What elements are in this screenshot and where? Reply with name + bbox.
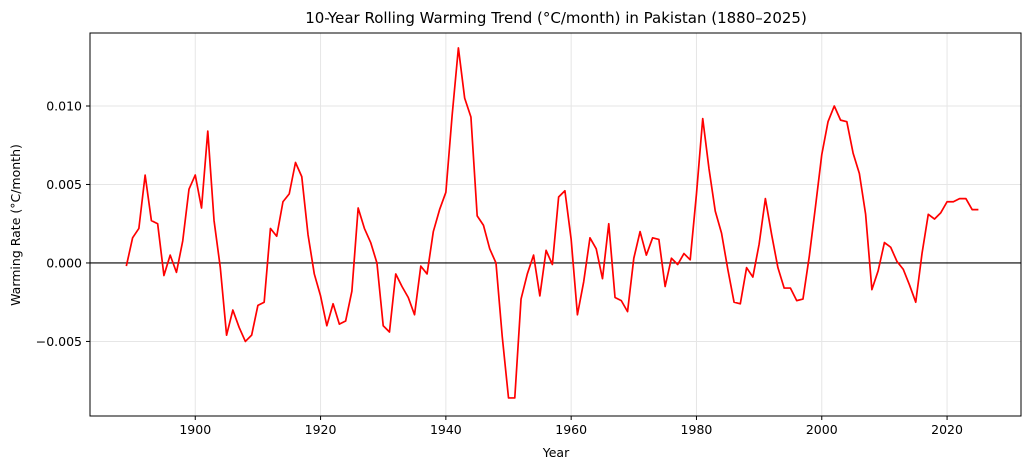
y-tick-label: 0.005 (46, 177, 82, 192)
series-layer (125, 47, 979, 399)
x-tick-label: 2000 (806, 422, 838, 437)
warming-rate-line (125, 47, 979, 399)
x-tick-label: 1980 (681, 422, 713, 437)
y-tick-label: 0.000 (46, 255, 82, 270)
y-tick-label: −0.005 (36, 334, 82, 349)
plot-area-frame (89, 32, 1022, 417)
x-tick-label: 1920 (305, 422, 337, 437)
x-tick-label: 1960 (555, 422, 587, 437)
y-tick-label: 0.010 (46, 98, 82, 113)
x-axis-title: Year (542, 445, 570, 460)
x-tick-label: 1900 (179, 422, 211, 437)
x-axis: 1900 1920 1940 1960 1980 2000 2020 (179, 416, 963, 437)
y-axis: −0.005 0.000 0.005 0.010 (36, 98, 90, 349)
chart-title: 10-Year Rolling Warming Trend (°C/month)… (305, 9, 807, 27)
x-tick-label: 2020 (931, 422, 963, 437)
x-tick-label: 1940 (430, 422, 462, 437)
y-axis-title: Warming Rate (°C/month) (8, 144, 23, 306)
